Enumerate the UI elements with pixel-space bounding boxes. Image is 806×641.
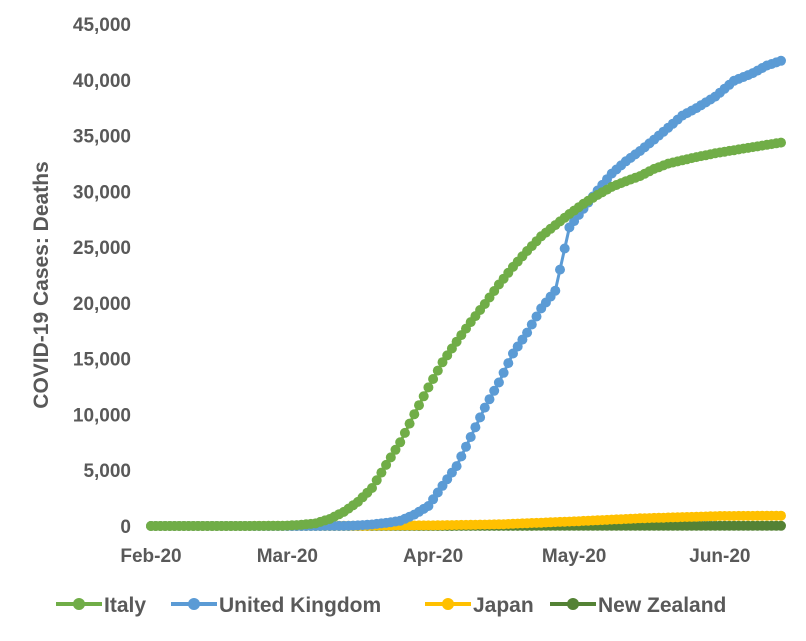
data-point xyxy=(371,475,382,486)
data-point xyxy=(428,374,439,384)
data-point xyxy=(522,327,533,338)
data-point xyxy=(390,444,401,455)
data-point xyxy=(409,409,420,420)
y-tick-label: 5,000 xyxy=(83,461,131,482)
legend-label: New Zealand xyxy=(598,594,726,617)
legend-marker xyxy=(73,598,85,610)
data-point xyxy=(470,422,481,433)
y-tick-label: 35,000 xyxy=(73,127,131,148)
data-point xyxy=(776,137,786,148)
data-point xyxy=(423,382,434,393)
legend-marker xyxy=(442,598,454,610)
data-point xyxy=(404,418,415,429)
data-point xyxy=(508,348,518,359)
x-tick-label: Apr-20 xyxy=(403,546,463,567)
series-united-kingdom xyxy=(146,55,786,531)
data-point xyxy=(385,452,396,463)
legend: Italy United Kingdom Japan New Zealand xyxy=(56,594,726,617)
data-point xyxy=(503,358,514,369)
data-point xyxy=(493,377,504,388)
data-point xyxy=(479,402,490,413)
data-point xyxy=(531,311,542,322)
plot-area xyxy=(146,55,786,531)
data-point xyxy=(418,391,429,402)
x-tick-labels: Feb-20 Mar-20 Apr-20 May-20 Jun-20 xyxy=(120,546,750,567)
y-tick-label: 45,000 xyxy=(73,15,131,36)
data-point xyxy=(376,467,387,478)
y-tick-label: 25,000 xyxy=(73,238,131,259)
x-tick-label: May-20 xyxy=(542,546,606,567)
y-tick-label: 15,000 xyxy=(73,350,131,371)
data-point xyxy=(776,510,786,521)
data-point xyxy=(414,400,424,411)
data-point xyxy=(395,437,406,448)
legend-item: New Zealand xyxy=(550,594,726,617)
data-point xyxy=(776,55,786,66)
data-point xyxy=(526,319,537,330)
legend-item: Japan xyxy=(425,594,534,617)
data-point xyxy=(498,367,509,378)
data-point xyxy=(451,461,462,472)
x-tick-label: Jun-20 xyxy=(689,546,750,567)
data-point xyxy=(432,365,443,376)
x-tick-label: Feb-20 xyxy=(120,546,181,567)
y-tick-label: 40,000 xyxy=(73,71,131,92)
legend-marker xyxy=(567,598,579,610)
data-point xyxy=(484,394,495,405)
data-point xyxy=(399,427,410,438)
x-tick-label: Mar-20 xyxy=(257,546,318,567)
data-point xyxy=(367,483,377,493)
data-point xyxy=(776,520,786,531)
y-tick-label: 20,000 xyxy=(73,294,131,315)
y-tick-labels: 0 5,000 10,000 15,000 20,000 25,000 30,000 35,0… xyxy=(73,15,131,538)
data-point xyxy=(381,459,392,470)
legend-item: United Kingdom xyxy=(171,594,381,617)
legend-label: Italy xyxy=(104,594,146,617)
data-point xyxy=(517,334,528,345)
y-tick-label: 10,000 xyxy=(73,405,131,426)
data-point xyxy=(550,285,561,296)
data-point xyxy=(475,412,486,423)
series-italy xyxy=(146,137,786,531)
y-tick-label: 30,000 xyxy=(73,182,131,203)
data-point xyxy=(456,451,467,462)
legend-label: Japan xyxy=(473,594,534,617)
data-point xyxy=(555,264,565,275)
data-point xyxy=(465,432,476,442)
legend-marker xyxy=(188,598,200,610)
legend-item: Italy xyxy=(56,594,146,617)
data-point xyxy=(489,385,500,396)
y-axis-title: COVID-19 Cases: Deaths xyxy=(30,161,53,408)
y-tick-label: 0 xyxy=(120,517,131,538)
data-point xyxy=(461,441,471,452)
data-point xyxy=(559,243,570,254)
legend-label: United Kingdom xyxy=(219,594,381,617)
